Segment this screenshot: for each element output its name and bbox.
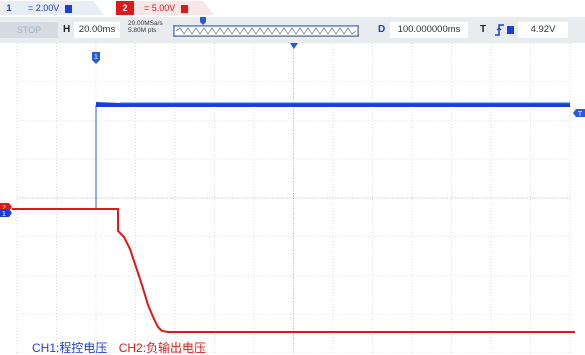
svg-text:1: 1 <box>2 211 6 218</box>
memory-waveform-icon <box>174 26 358 36</box>
svg-text:T: T <box>578 111 583 118</box>
ch1-coupling-icon <box>65 5 72 13</box>
ch1-number-tab[interactable]: 1 <box>0 1 18 15</box>
ch2-coupling-icon <box>181 5 188 13</box>
ch2-number-tab[interactable]: 2 <box>116 1 134 15</box>
horizontal-label: H <box>63 22 70 38</box>
memory-trigger-marker-icon <box>198 17 208 26</box>
trigger-label: T <box>480 22 486 38</box>
ch2-scale-tab[interactable]: = 5.00V <box>134 1 214 15</box>
channel-legend: CH1:程控电压 CH2:负输出电压 <box>32 342 206 354</box>
memory-depth: 5.80M pts <box>128 27 163 34</box>
delay-value[interactable]: 100.000000ms <box>390 22 468 38</box>
channel-tab-row: 1 = 2.00V 2 = 5.00V <box>0 0 585 16</box>
svg-text:1: 1 <box>94 54 98 61</box>
ch2-scale-value: = 5.00V <box>144 3 175 13</box>
delay-label: D <box>378 22 385 38</box>
trigger-level-value[interactable]: 4.92V <box>518 22 568 38</box>
run-stop-indicator[interactable]: STOP <box>0 22 58 38</box>
ch1-scale-tab[interactable]: = 2.00V <box>18 1 104 15</box>
acquisition-info: 20.00MSa/s 5.80M pts <box>128 20 163 36</box>
trigger-source-icon <box>507 26 514 34</box>
ch1-scale-value: = 2.00V <box>28 3 59 13</box>
timebase-value[interactable]: 20.00ms <box>74 22 120 38</box>
memory-position-bar[interactable] <box>173 25 359 37</box>
status-bar: STOP H 20.00ms 20.00MSa/s 5.80M pts D 10… <box>0 17 585 43</box>
sample-rate: 20.00MSa/s <box>128 20 163 27</box>
rising-edge-icon <box>494 24 505 36</box>
waveform-display[interactable]: 1 2 1 T <box>0 43 585 353</box>
